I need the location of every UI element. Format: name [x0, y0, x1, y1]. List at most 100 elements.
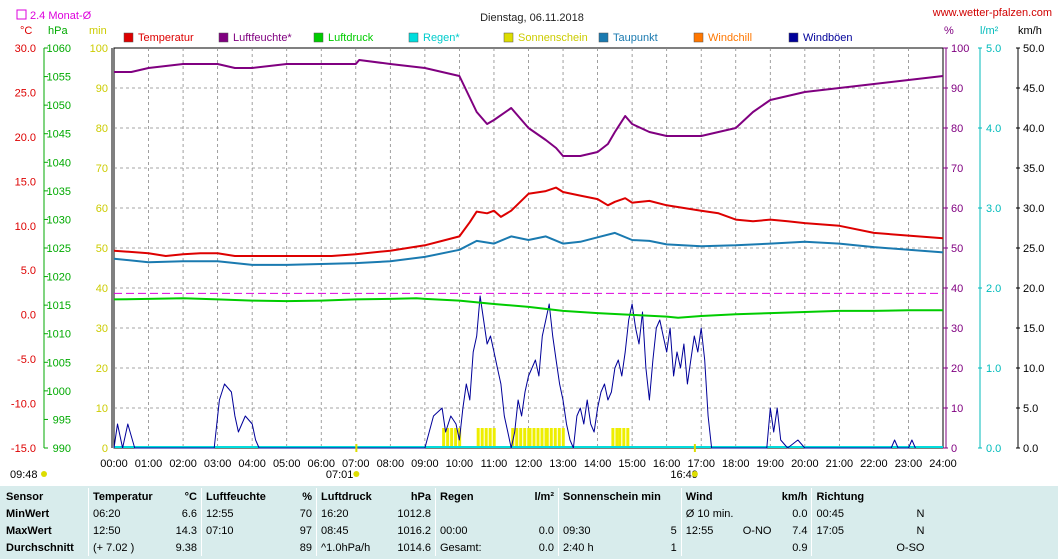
tick-label-temp: 0.0: [21, 310, 36, 322]
tick-label-pct: 70: [951, 163, 963, 175]
tick-label-hpa: 1040: [47, 157, 71, 169]
unit-min: min: [89, 25, 107, 37]
plot-area: [113, 59, 944, 449]
stats-cell: 70: [299, 507, 312, 520]
tick-label-lm2: 0.0: [986, 443, 1001, 455]
stats-cell: 7.4: [792, 524, 808, 537]
tick-label-hpa: 1015: [47, 300, 71, 312]
unit-kmh: km/h: [1018, 25, 1042, 37]
tick-label-min: 60: [96, 203, 108, 215]
legend-label: Windchill: [708, 32, 752, 44]
legend-label: Luftfeuchte*: [233, 32, 292, 44]
tick-label-temp: 5.0: [21, 265, 36, 277]
stats-cell: O-SO: [896, 541, 925, 554]
stats-cell: Gesamt:: [435, 539, 504, 556]
stats-cell: Ø 10 min.: [680, 505, 738, 522]
stats-cell: [201, 539, 270, 556]
tick-label-time: 09:00: [411, 458, 439, 470]
tick-label-pct: 30: [951, 323, 963, 335]
sunshine-bar: [615, 428, 619, 448]
tick-label-min: 90: [96, 83, 108, 95]
sunset-label: 16:49: [670, 469, 698, 481]
legend-swatch: [408, 32, 419, 43]
sunshine-bar: [540, 428, 544, 448]
site-link[interactable]: www.wetter-pfalzen.com: [932, 7, 1052, 19]
stats-unit-hum: %: [302, 490, 312, 503]
stats-cell: 00:00: [435, 522, 504, 539]
axes: 30.0 25.0 20.0 15.0 10.0 5.0 0.0 -5.0 -10.0 -15.0…: [11, 43, 1045, 455]
sunshine-bar: [553, 428, 557, 448]
series-dewpoint: [113, 231, 944, 266]
tick-label-lm2: 2.0: [986, 283, 1001, 295]
tick-label-temp: 30.0: [15, 43, 36, 55]
tick-label-time: 05:00: [273, 458, 301, 470]
stats-cell: 2:40 h: [557, 539, 665, 556]
tick-label-time: 00:00: [100, 458, 128, 470]
tick-label-kmh: 50.0: [1023, 43, 1044, 55]
stats-header-dir: Richtung: [811, 488, 871, 505]
tick-label-lm2: 4.0: [986, 123, 1001, 135]
stats-cell: 1016.2: [397, 524, 431, 537]
tick-label-hpa: 1035: [47, 186, 71, 198]
stats-cell: [435, 505, 504, 522]
unit-celsius: °C: [20, 25, 32, 37]
tick-label-lm2: 1.0: [986, 363, 1001, 375]
tick-label-kmh: 25.0: [1023, 243, 1044, 255]
tick-label-time: 17:00: [687, 458, 715, 470]
series-humidity: [114, 59, 944, 157]
tick-label-time: 03:00: [204, 458, 232, 470]
stats-cell: 14.3: [175, 524, 197, 537]
sunshine-bar: [480, 428, 484, 448]
unit-hpa: hPa: [48, 25, 68, 37]
stats-header-wind: Wind: [680, 488, 738, 505]
sunshine-bar: [545, 428, 549, 448]
sunshine-bar: [528, 428, 532, 448]
stats-cell: 1014.6: [397, 541, 431, 554]
tick-label-time: 24:00: [929, 458, 957, 470]
tick-label-kmh: 20.0: [1023, 283, 1044, 295]
stats-cell: ^1.0hPa/h: [316, 539, 387, 556]
sunshine-bar: [536, 428, 540, 448]
avg-marker-icon: [16, 9, 27, 20]
legend: Temperatur Luftfeuchte* Luftdruck Regen* Son…: [123, 32, 853, 44]
sunshine-bar: [515, 428, 519, 448]
sunshine-bar: [519, 428, 523, 448]
sunshine-bar: [611, 428, 615, 448]
sunshine-bar: [549, 428, 553, 448]
sunshine-bar: [532, 428, 536, 448]
stats-cell: (+ 7.02 ): [88, 539, 163, 556]
tick-label-kmh: 40.0: [1023, 123, 1044, 135]
tick-label-time: 10:00: [446, 458, 474, 470]
tick-label-hpa: 1010: [47, 329, 71, 341]
tick-label-hpa: 1020: [47, 272, 71, 284]
tick-label-hpa: 990: [53, 443, 71, 455]
tick-label-min: 80: [96, 123, 108, 135]
tick-label-time: 19:00: [757, 458, 785, 470]
stats-cell: 09:30: [557, 522, 665, 539]
stats-unit-rain: l/m²: [534, 490, 554, 503]
stats-row-min: MinWert 06:20 6.6 12:55 70 16:20 1012.8 Ø 1…: [2, 505, 928, 522]
stats-cell: 08:45: [316, 522, 387, 539]
stats-header-temp: Temperatur: [88, 488, 163, 505]
stats-row-max: MaxWert 12:50 14.3 07:10 97 08:45 1016.2 00…: [2, 522, 928, 539]
stats-cell: [680, 539, 738, 556]
x-axis: 00:00 01:00 02:00 03:00 04:00 05:00 06:00 07:00…: [10, 444, 957, 481]
sunshine-bar: [450, 428, 454, 448]
stats-header-hum: Luftfeuchte: [201, 488, 270, 505]
sunshine-bar: [492, 428, 496, 448]
tick-label-time: 13:00: [549, 458, 577, 470]
stats-row-avg: Durchschnitt (+ 7.02 ) 9.38 89 ^1.0hPa/h 1…: [2, 539, 928, 556]
sunshine-bar: [488, 428, 492, 448]
unit-percent: %: [944, 25, 954, 37]
stats-label: MaxWert: [6, 524, 52, 537]
stats-cell: 5: [670, 524, 677, 537]
tick-label-hpa: 1005: [47, 357, 71, 369]
stats-cell: 17:05: [811, 522, 871, 539]
tick-label-hpa: 1045: [47, 129, 71, 141]
stats-cell: [665, 505, 682, 522]
stats-cell: 0.9: [792, 541, 808, 554]
tick-label-temp: 10.0: [15, 221, 36, 233]
stats-cell: [557, 505, 665, 522]
tick-label-time: 20:00: [791, 458, 819, 470]
legend-swatch: [218, 32, 229, 43]
